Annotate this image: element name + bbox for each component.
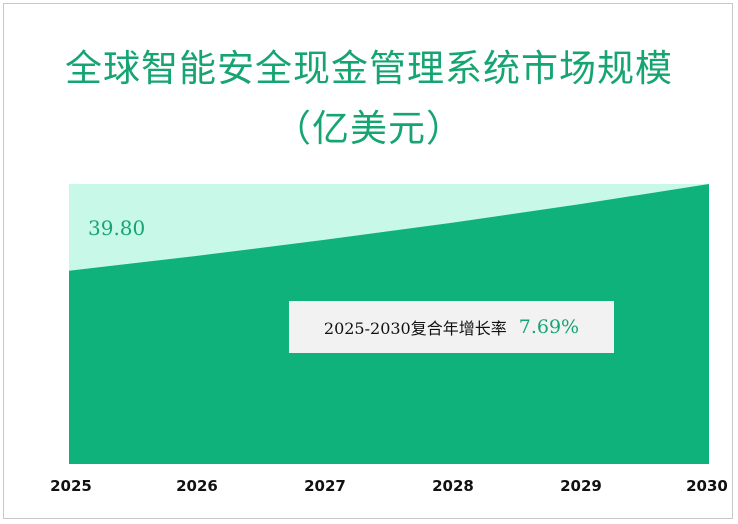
x-tick-label: 2026 bbox=[176, 477, 218, 495]
data-label-2025: 39.80 bbox=[88, 216, 146, 240]
x-tick-label: 2029 bbox=[560, 477, 602, 495]
x-tick-label: 2027 bbox=[304, 477, 346, 495]
chart-title-line1: 全球智能安全现金管理系统市场规模 bbox=[65, 47, 673, 90]
x-tick-label: 2028 bbox=[432, 477, 474, 495]
chart-title-line2: （亿美元） bbox=[274, 107, 464, 150]
x-tick-label: 2030 bbox=[686, 477, 728, 495]
x-tick-label: 2025 bbox=[50, 477, 92, 495]
cagr-value: 7.69% bbox=[518, 316, 580, 338]
cagr-label: 2025-2030复合年增长率 bbox=[323, 319, 507, 338]
cagr-annotation: 2025-2030复合年增长率 7.69% bbox=[289, 301, 614, 353]
